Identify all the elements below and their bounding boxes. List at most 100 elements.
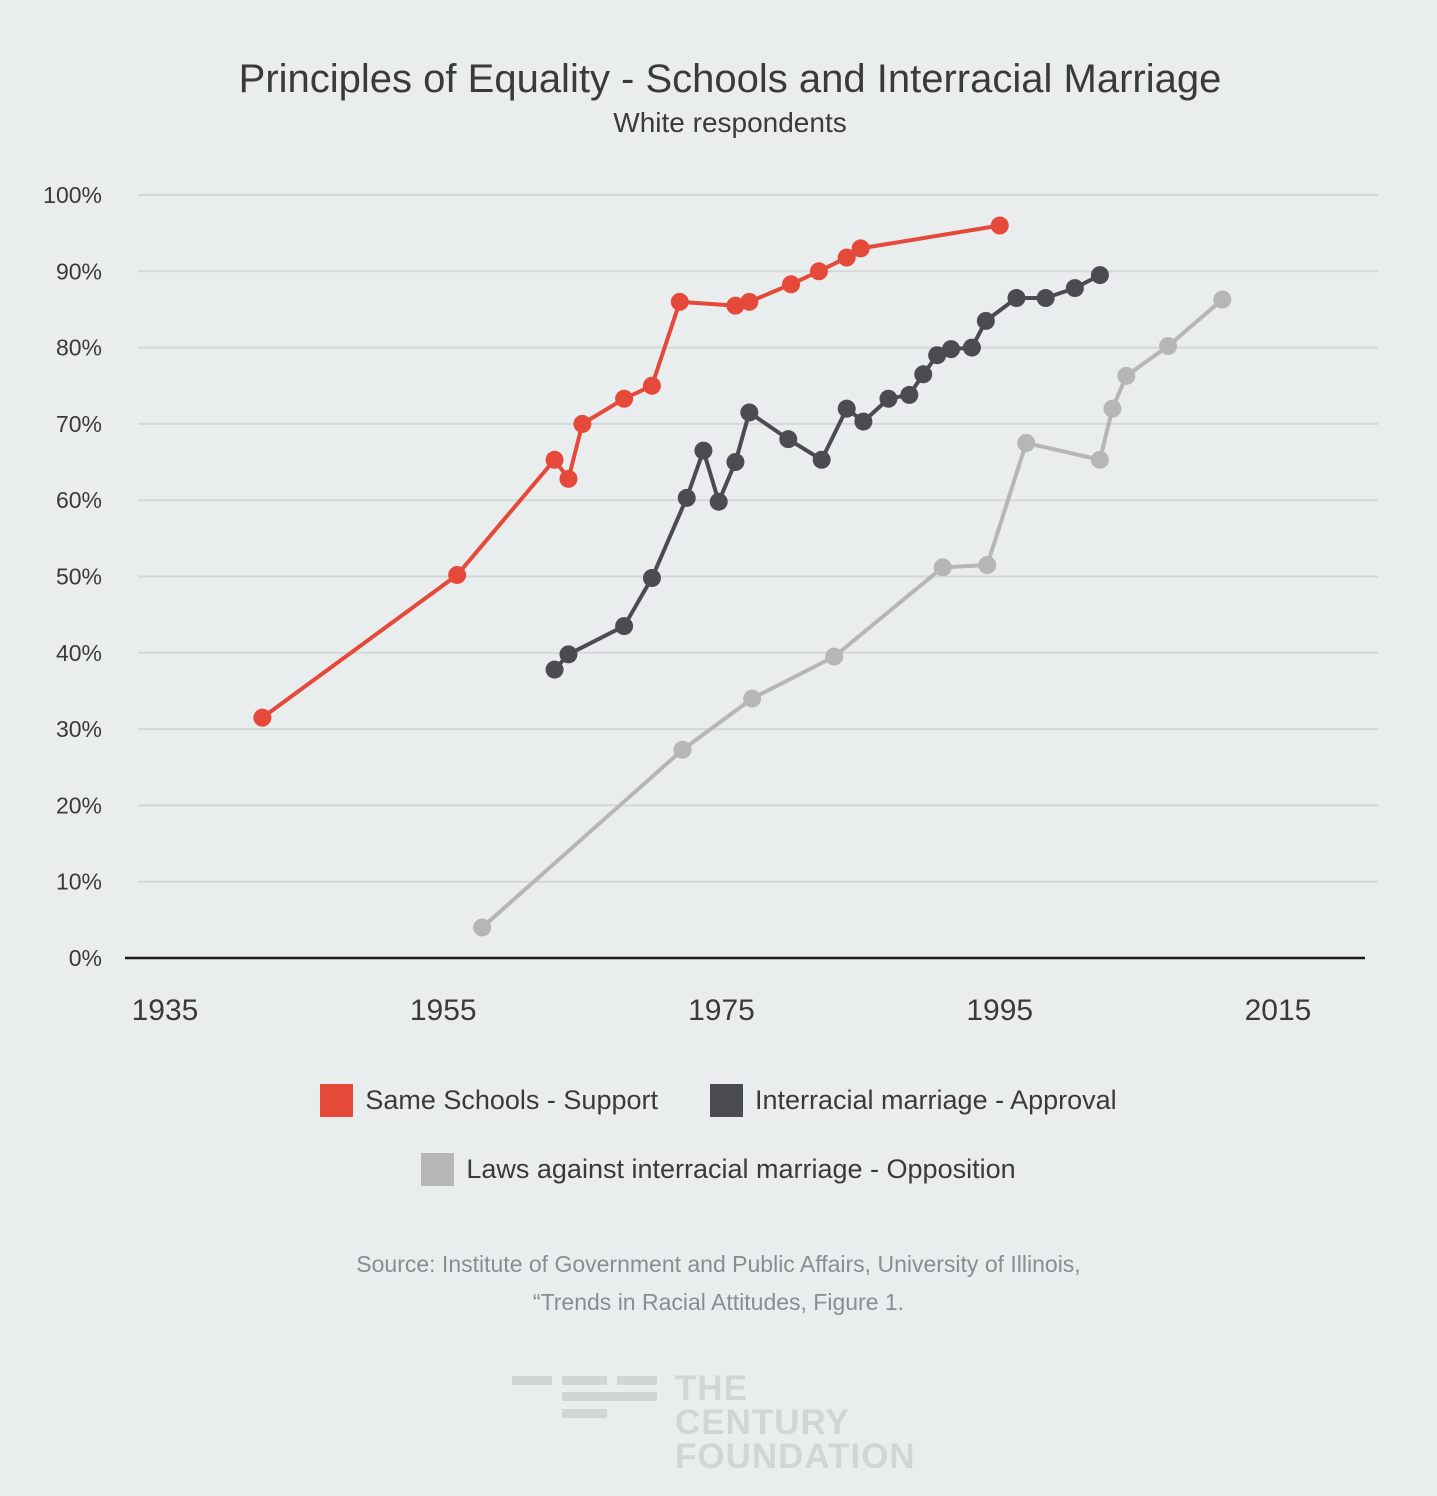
data-point xyxy=(673,740,692,759)
series-line xyxy=(480,297,1225,930)
data-point xyxy=(642,376,661,395)
data-point xyxy=(573,414,592,433)
data-point xyxy=(962,338,981,357)
chart-title: Principles of Equality - Schools and Int… xyxy=(239,57,1222,101)
data-point xyxy=(1159,337,1178,356)
data-point xyxy=(615,389,634,408)
y-tick-label: 30% xyxy=(56,716,102,742)
data-point xyxy=(851,239,870,258)
data-point xyxy=(740,292,759,311)
chart: Principles of Equality - Schools and Int… xyxy=(43,57,1378,1027)
data-point xyxy=(694,441,713,460)
data-point xyxy=(709,492,728,511)
legend-row-2: Laws against interracial marriage - Oppo… xyxy=(0,1153,1437,1186)
data-point xyxy=(726,453,745,472)
logo-line-1: THE CENTURY xyxy=(675,1369,850,1442)
data-point xyxy=(726,296,745,315)
data-point xyxy=(1017,433,1036,452)
legend-item-laws-opposition: Laws against interracial marriage - Oppo… xyxy=(421,1153,1016,1186)
data-point xyxy=(779,430,798,449)
y-tick-label: 10% xyxy=(56,869,102,895)
source-note: Source: Institute of Government and Publ… xyxy=(0,1245,1437,1321)
series-line xyxy=(260,223,1002,720)
data-point xyxy=(942,340,961,359)
series-2 xyxy=(545,266,1109,679)
data-point xyxy=(253,708,272,727)
data-point xyxy=(879,389,898,408)
data-point xyxy=(545,660,564,679)
data-point xyxy=(782,275,801,294)
data-point xyxy=(1103,399,1122,418)
data-point xyxy=(559,645,578,664)
y-tick-label: 0% xyxy=(69,945,102,971)
data-point xyxy=(914,365,933,384)
legend-label: Interracial marriage - Approval xyxy=(755,1085,1117,1115)
x-tick-label: 1955 xyxy=(410,994,477,1027)
x-tick-label: 1935 xyxy=(132,994,199,1027)
data-point xyxy=(743,689,762,708)
logo-mark-bar xyxy=(562,1392,657,1401)
x-tick-label: 1995 xyxy=(966,994,1033,1027)
data-point xyxy=(642,569,661,588)
y-tick-label: 60% xyxy=(56,487,102,513)
data-point xyxy=(1065,279,1084,298)
century-foundation-logo: THE CENTURY FOUNDATION xyxy=(512,1371,932,1474)
data-point xyxy=(990,216,1009,235)
data-point xyxy=(1007,289,1026,308)
x-tick-label: 2015 xyxy=(1245,994,1312,1027)
chart-subtitle: White respondents xyxy=(613,107,846,138)
gridlines xyxy=(138,194,1378,883)
series-layer xyxy=(253,216,1232,937)
data-point xyxy=(837,399,856,418)
logo-mark-bar xyxy=(562,1376,607,1385)
data-point xyxy=(473,918,492,937)
legend-item-marriage-approval: Interracial marriage - Approval xyxy=(710,1084,1117,1117)
y-tick-label: 90% xyxy=(56,258,102,284)
data-point xyxy=(615,617,634,636)
y-tick-label: 100% xyxy=(43,182,102,208)
data-point xyxy=(809,262,828,281)
data-point xyxy=(670,292,689,311)
logo-mark-bar xyxy=(512,1376,552,1385)
data-point xyxy=(854,412,873,431)
logo-mark-bar xyxy=(562,1409,607,1418)
y-tick-label: 80% xyxy=(56,335,102,361)
data-point xyxy=(825,647,844,666)
x-axis-ticks: 1935 1955 1975 1995 2015 xyxy=(132,994,1312,1027)
data-point xyxy=(1117,366,1136,385)
data-point xyxy=(928,346,947,365)
data-point xyxy=(837,248,856,267)
legend-swatch-dark xyxy=(710,1084,743,1117)
y-tick-label: 20% xyxy=(56,792,102,818)
data-point xyxy=(1213,290,1232,309)
x-tick-label: 1975 xyxy=(688,994,755,1027)
data-point xyxy=(1090,450,1109,469)
data-point xyxy=(978,556,997,575)
data-point xyxy=(448,565,467,584)
legend-label: Laws against interracial marriage - Oppo… xyxy=(466,1154,1016,1184)
source-line-1: Source: Institute of Government and Publ… xyxy=(356,1251,1081,1277)
legend-label: Same Schools - Support xyxy=(365,1085,658,1115)
logo-wordmark: THE CENTURY FOUNDATION xyxy=(675,1369,932,1476)
logo-mark-bar xyxy=(617,1376,657,1385)
y-tick-label: 70% xyxy=(56,411,102,437)
series-1 xyxy=(253,216,1009,727)
legend-row-1: Same Schools - Support Interracial marri… xyxy=(0,1084,1437,1117)
series-3 xyxy=(473,290,1232,937)
legend-item-same-schools: Same Schools - Support xyxy=(320,1084,658,1117)
data-point xyxy=(677,488,696,507)
data-point xyxy=(976,311,995,330)
logo-line-2: FOUNDATION xyxy=(675,1437,916,1476)
data-point xyxy=(1090,266,1109,285)
data-point xyxy=(545,450,564,469)
source-line-2: “Trends in Racial Attitudes, Figure 1. xyxy=(532,1289,905,1315)
y-tick-label: 40% xyxy=(56,640,102,666)
data-point xyxy=(740,403,759,422)
data-point xyxy=(559,469,578,488)
data-point xyxy=(900,385,919,404)
data-point xyxy=(812,450,831,469)
legend-swatch-gray xyxy=(421,1153,455,1186)
y-axis-ticks: 0% 10% 20% 30% 40% 50% 60% 70% 80% 90% 100% xyxy=(43,182,102,971)
y-tick-label: 50% xyxy=(56,564,102,590)
data-point xyxy=(933,558,952,577)
